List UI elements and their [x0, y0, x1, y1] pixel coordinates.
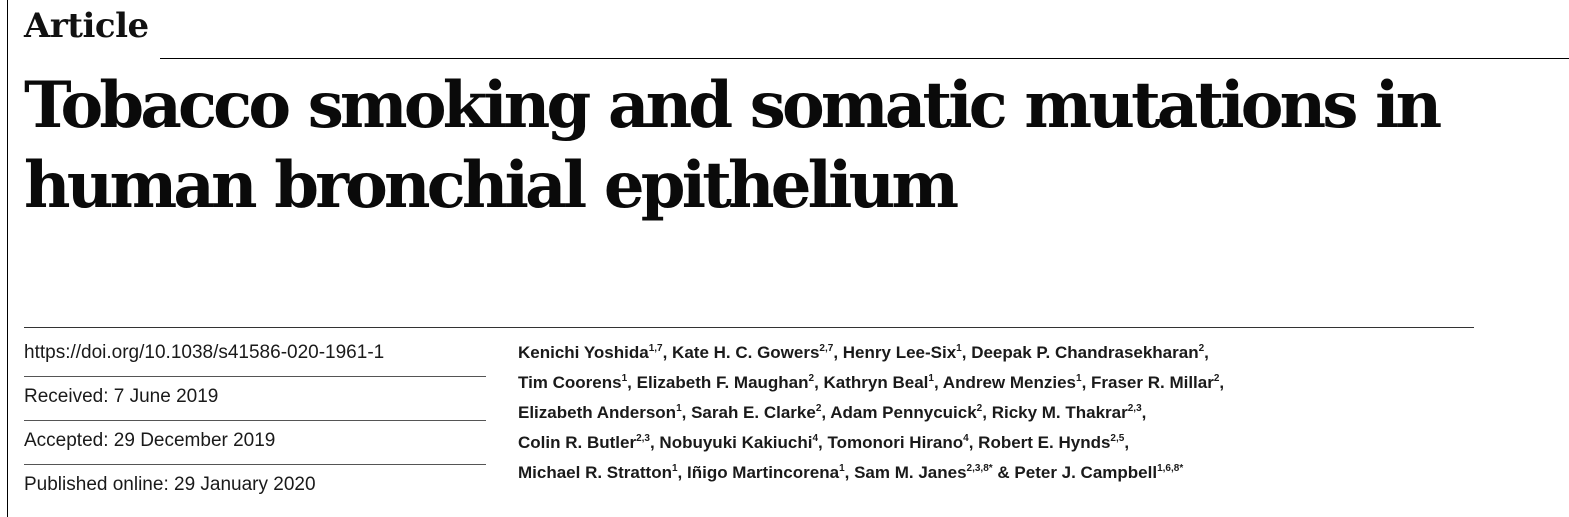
author-line: Tim Coorens1, Elizabeth F. Maughan2, Kat… [518, 368, 1478, 398]
title-line: Tobacco smoking and somatic mutations in [24, 68, 1442, 143]
author-separator: , [1124, 433, 1130, 452]
author-affiliation: 2,3,8* [966, 463, 993, 474]
author-separator: , [662, 343, 673, 362]
author-affiliation: 2,7 [819, 343, 834, 354]
accepted-date: Accepted: 29 December 2019 [24, 421, 486, 465]
author-name[interactable]: Kathryn Beal [823, 373, 929, 392]
left-vertical-rule [7, 0, 8, 517]
author-name[interactable]: Tim Coorens [518, 373, 622, 392]
author-affiliation: 2,5 [1110, 433, 1125, 444]
author-affiliation: 1 [956, 343, 962, 354]
metadata-rule [24, 327, 1474, 328]
author-name[interactable]: Elizabeth Anderson [518, 403, 677, 422]
author-separator: , [833, 343, 843, 362]
article-title: Tobacco smoking and somatic mutations in… [24, 66, 1494, 226]
author-affiliation: 2 [808, 373, 815, 384]
author-name[interactable]: Fraser R. Millar [1091, 373, 1214, 392]
author-name[interactable]: Kenichi Yoshida [518, 343, 649, 362]
published-date: Published online: 29 January 2020 [24, 474, 316, 495]
author-separator: , [681, 403, 692, 422]
author-separator: , [933, 373, 943, 392]
author-name[interactable]: Deepak P. Chandrasekharan [971, 343, 1199, 362]
article-metadata: https://doi.org/10.1038/s41586-020-1961-… [24, 333, 486, 509]
author-name[interactable]: Henry Lee-Six [842, 343, 957, 362]
author-affiliation: 1 [928, 373, 934, 384]
author-separator: , [982, 403, 992, 422]
author-affiliation: 2 [976, 403, 983, 414]
author-list: Kenichi Yoshida1,7, Kate H. C. Gowers2,7… [518, 338, 1478, 488]
author-affiliation: 1 [839, 463, 845, 474]
author-name[interactable]: Peter J. Campbell [1014, 463, 1158, 482]
author-separator: , [968, 433, 979, 452]
author-separator: , [649, 433, 660, 452]
author-separator: , [961, 343, 972, 362]
author-name[interactable]: Robert E. Hynds [978, 433, 1111, 452]
author-affiliation: 1 [676, 403, 682, 414]
author-separator: , [844, 463, 855, 482]
received-date: Received: 7 June 2019 [24, 377, 486, 421]
author-name[interactable]: Ricky M. Thakrar [991, 403, 1128, 422]
author-name[interactable]: Sam M. Janes [854, 463, 967, 482]
author-affiliation: 1,7 [648, 343, 663, 354]
author-separator: , [818, 433, 828, 452]
author-affiliation: 2,3 [1127, 403, 1142, 414]
author-separator: , [821, 403, 831, 422]
author-line: Elizabeth Anderson1, Sarah E. Clarke2, A… [518, 398, 1478, 428]
author-affiliation: 1 [1076, 373, 1082, 384]
author-affiliation: 4 [812, 433, 819, 444]
author-affiliation: 2 [1213, 373, 1220, 384]
author-affiliation: 2 [815, 403, 822, 414]
author-separator: , [677, 463, 687, 482]
author-name[interactable]: Michael R. Stratton [518, 463, 672, 482]
author-name[interactable]: Adam Pennycuick [830, 403, 977, 422]
author-line: Michael R. Stratton1, Iñigo Martincorena… [518, 458, 1478, 488]
author-line: Colin R. Butler2,3, Nobuyuki Kakiuchi4, … [518, 428, 1478, 458]
author-name[interactable]: Colin R. Butler [518, 433, 637, 452]
author-name[interactable]: Kate H. C. Gowers [672, 343, 820, 362]
author-affiliation: 1 [671, 463, 678, 474]
author-affiliation: 2 [1198, 343, 1205, 354]
author-affiliation: 1,6,8* [1157, 463, 1184, 474]
author-separator: , [1204, 343, 1209, 362]
header-rule [160, 58, 1569, 59]
author-name[interactable]: Nobuyuki Kakiuchi [659, 433, 813, 452]
author-affiliation: 1 [621, 373, 628, 384]
author-separator: & [992, 463, 1015, 482]
author-separator: , [1141, 403, 1147, 422]
author-name[interactable]: Iñigo Martincorena [686, 463, 840, 482]
author-separator: , [627, 373, 637, 392]
author-affiliation: 2,3 [636, 433, 650, 444]
author-line: Kenichi Yoshida1,7, Kate H. C. Gowers2,7… [518, 338, 1478, 368]
author-name[interactable]: Elizabeth F. Maughan [636, 373, 809, 392]
author-separator: , [1219, 373, 1225, 392]
author-name[interactable]: Sarah E. Clarke [691, 403, 816, 422]
author-separator: , [814, 373, 824, 392]
author-separator: , [1081, 373, 1092, 392]
doi-link[interactable]: https://doi.org/10.1038/s41586-020-1961-… [24, 333, 486, 377]
article-type-label: Article [24, 6, 149, 46]
title-line: human bronchial epithelium [24, 148, 959, 223]
author-name[interactable]: Tomonori Hirano [827, 433, 964, 452]
author-affiliation: 4 [963, 433, 969, 444]
author-name[interactable]: Andrew Menzies [942, 373, 1076, 392]
